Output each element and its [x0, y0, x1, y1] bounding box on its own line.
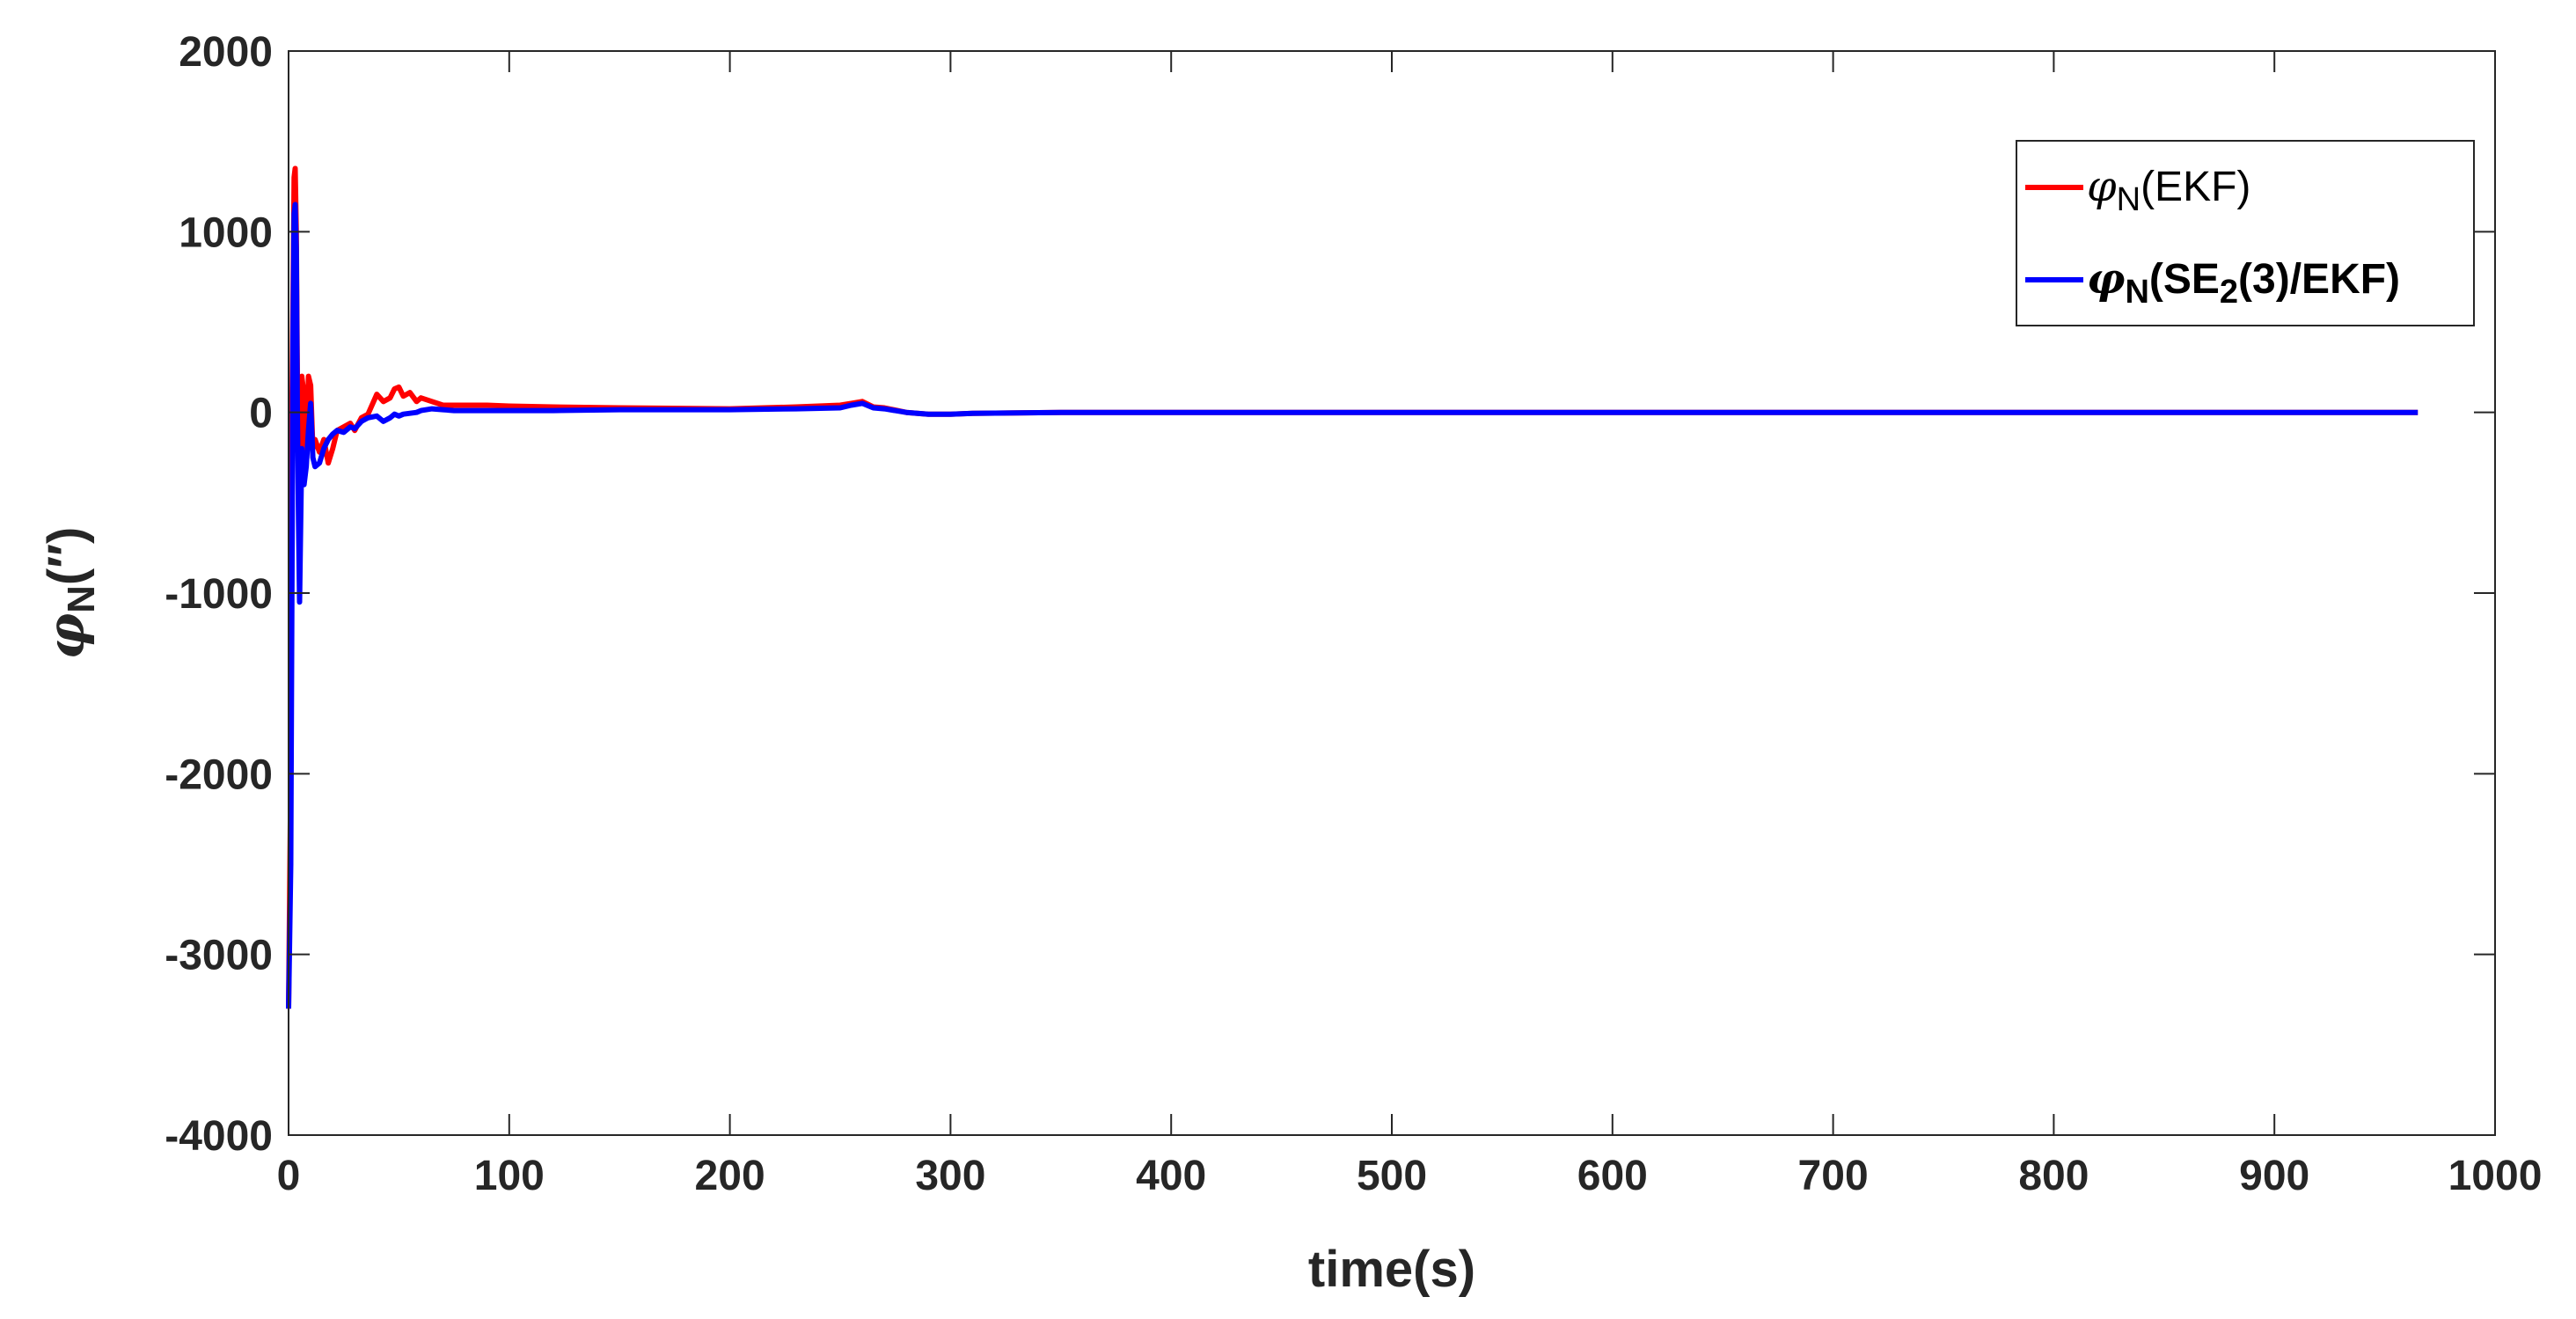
series-line-se23-ekf	[286, 202, 2419, 1009]
y-axis-label-symbol: φ	[36, 613, 96, 659]
legend-label-se23: φN(SE2(3)/EKF)	[2087, 254, 2400, 311]
x-tick-label: 900	[2239, 1153, 2309, 1199]
y-axis-label-unit: (′′)	[38, 527, 95, 585]
y-axis-label: φN(′′)	[36, 527, 103, 660]
x-tick-label: 600	[1577, 1153, 1648, 1199]
x-tick-label: 0	[277, 1153, 301, 1199]
y-tick-label: 2000	[179, 29, 273, 76]
y-tick-label: 0	[249, 391, 273, 437]
x-tick-label: 1000	[2448, 1153, 2543, 1199]
x-axis-ticks: 0 100 200 300 400 500 600 700 800 900 1000	[277, 51, 2543, 1199]
x-tick-label: 200	[695, 1153, 765, 1199]
y-axis-ticks: -4000 -3000 -2000 -1000 0 1000 2000	[165, 29, 2495, 1160]
x-tick-label: 800	[2018, 1153, 2089, 1199]
x-axis-label: time(s)	[1308, 1241, 1475, 1298]
x-tick-label: 700	[1798, 1153, 1869, 1199]
x-tick-label: 400	[1136, 1153, 1206, 1199]
x-tick-label: 500	[1357, 1153, 1427, 1199]
plot-frame	[288, 50, 2496, 1136]
y-axis-label-subscript: N	[60, 585, 103, 613]
x-tick-label: 100	[474, 1153, 545, 1199]
x-tick-label: 300	[915, 1153, 985, 1199]
series-layer	[286, 165, 2419, 1009]
legend-label-ekf: φN(EKF)	[2087, 162, 2250, 218]
y-tick-label: -3000	[165, 933, 273, 979]
legend-box	[2016, 140, 2475, 326]
y-tick-label: -4000	[165, 1113, 273, 1160]
legend: φN(EKF) φN(SE2(3)/EKF)	[2016, 140, 2475, 326]
y-tick-label: -1000	[165, 571, 273, 618]
y-tick-label: -2000	[165, 751, 273, 798]
y-tick-label: 1000	[179, 209, 273, 256]
